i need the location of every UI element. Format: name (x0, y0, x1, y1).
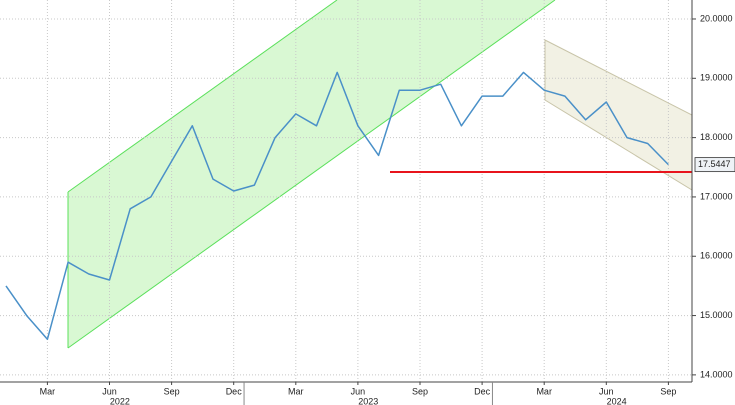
x-tick-label: Jun (351, 386, 366, 396)
last-value-box (694, 157, 735, 173)
x-tick-label: Mar (536, 386, 552, 396)
last-value-label: 17.5447 (698, 159, 731, 169)
x-tick-label: Jun (599, 386, 614, 396)
plot-area (0, 0, 692, 382)
y-tick-label: 15.0000 (700, 310, 733, 320)
up-channel-bottom (67, 0, 556, 349)
x-tick-label: Sep (412, 386, 428, 396)
x-year-label: 2023 (358, 396, 378, 405)
x-tick-label: Dec (226, 386, 243, 396)
x-tick-label: Sep (660, 386, 676, 396)
x-tick-label: Sep (164, 386, 180, 396)
y-tick-label: 16.0000 (700, 251, 733, 261)
series-line (5, 71, 669, 341)
x-year-label: 2022 (110, 396, 130, 405)
x-tick-label: Jun (102, 386, 117, 396)
up-channel-top (67, 0, 338, 193)
x-year-label: 2024 (607, 396, 627, 405)
y-tick-label: 19.0000 (700, 73, 733, 83)
y-tick-label: 14.0000 (700, 369, 733, 379)
y-tick-label: 20.0000 (700, 13, 733, 23)
down-channel (544, 39, 693, 191)
x-tick-label: Mar (40, 386, 56, 396)
y-tick-label: 17.0000 (700, 191, 733, 201)
y-tick-label: 18.0000 (700, 132, 733, 142)
x-tick-label: Dec (474, 386, 491, 396)
x-tick-label: Mar (288, 386, 304, 396)
